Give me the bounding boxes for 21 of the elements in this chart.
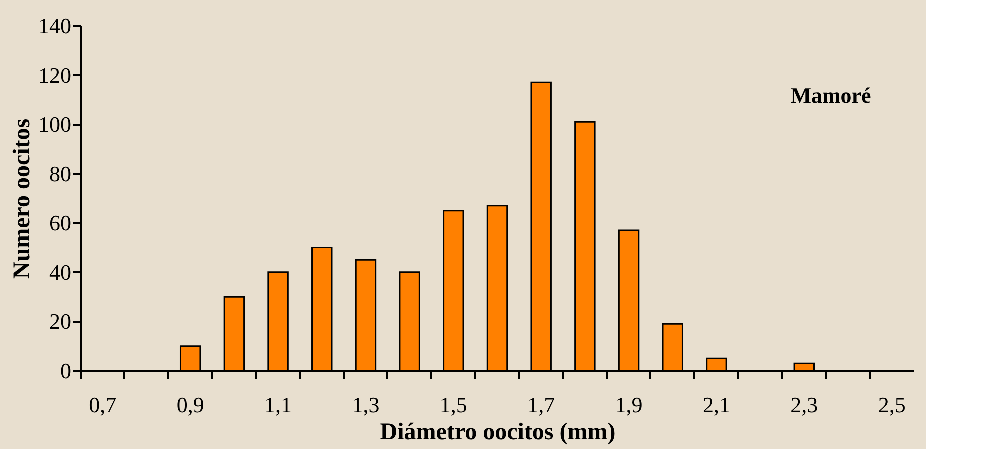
x-tick-label: 0,7 <box>89 392 117 418</box>
x-tick-label: 1,7 <box>528 392 556 418</box>
x-tick-label: 1,9 <box>615 392 643 418</box>
x-tick-label: 2,5 <box>878 392 906 418</box>
y-tick-label: 60 <box>50 210 72 236</box>
y-tick-label: 120 <box>38 62 72 88</box>
x-tick-label: 1,3 <box>352 392 380 418</box>
y-tick-label: 40 <box>50 260 72 285</box>
y-tick-label: 100 <box>38 112 72 138</box>
x-tick-label: 2,3 <box>790 392 818 418</box>
x-tick-label: 1,5 <box>440 392 468 418</box>
x-tick-label: 1,1 <box>264 392 292 418</box>
x-tick-label: 0,9 <box>176 392 204 418</box>
y-axis-title: Numero oocitos <box>10 118 36 280</box>
y-tick-label: 0 <box>60 358 72 384</box>
annotation: Mamoré <box>790 83 872 108</box>
x-axis-title: Diámetro oocitos (mm) <box>380 420 616 446</box>
y-tick-label: 20 <box>50 309 72 334</box>
y-tick-label: 140 <box>38 14 72 38</box>
y-tick-label: 80 <box>50 161 72 186</box>
x-tick-label: 2,1 <box>702 392 730 418</box>
